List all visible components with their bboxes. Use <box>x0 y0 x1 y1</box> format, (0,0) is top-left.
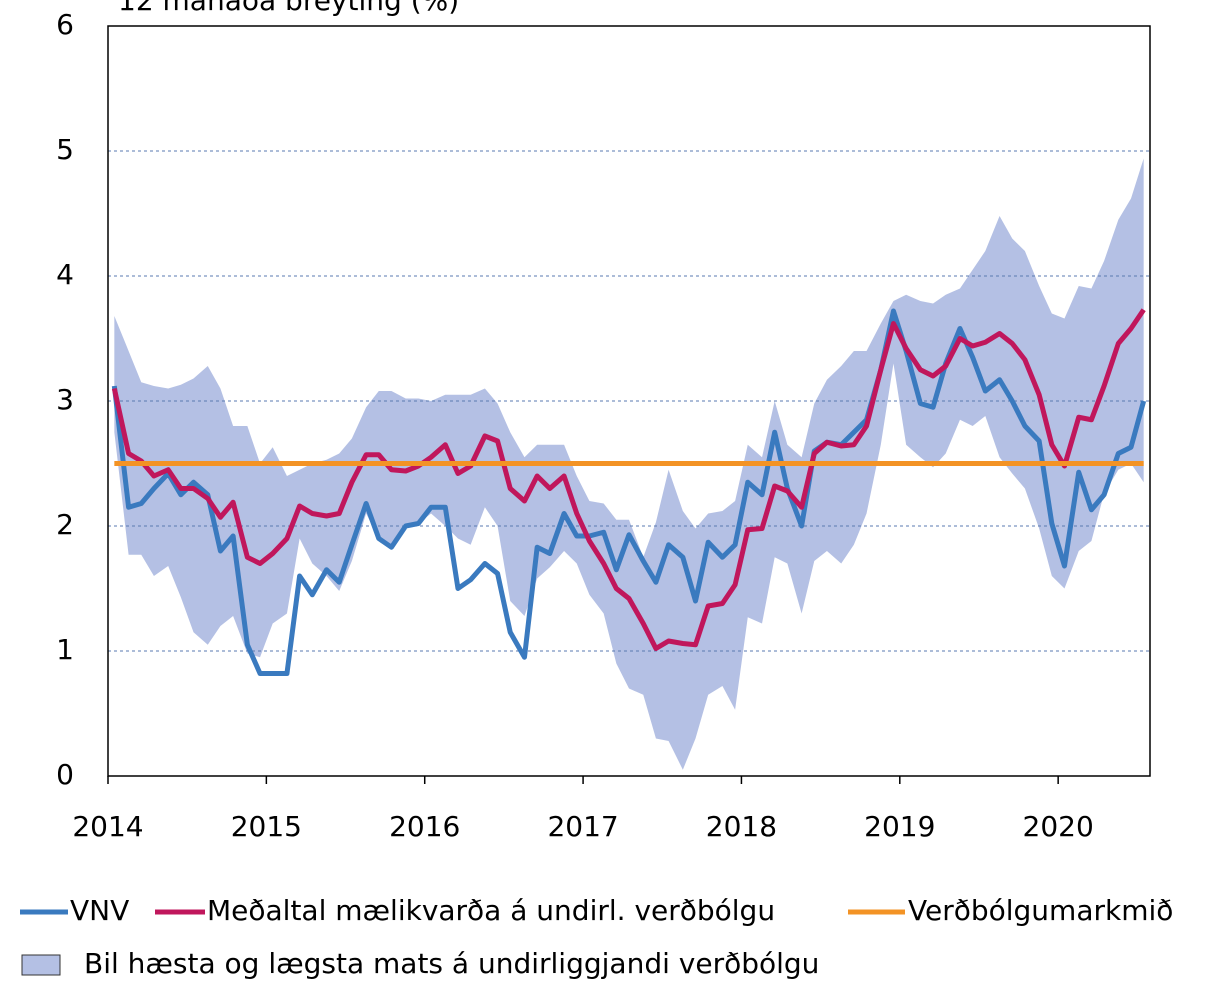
legend-label: Bil hæsta og lægsta mats á undirliggjand… <box>84 947 819 980</box>
y-tick-label: 6 <box>56 8 74 41</box>
y-tick-label: 4 <box>56 258 74 291</box>
chart-title: 12 mánaða breyting (%) <box>118 0 459 17</box>
x-tick-label: 2017 <box>547 810 618 843</box>
plot-area <box>108 150 1150 770</box>
legend-label: Verðbólgumarkmið <box>908 894 1173 927</box>
y-tick-label: 2 <box>56 508 74 541</box>
plot-frame <box>107 25 1151 777</box>
y-tick-label: 3 <box>56 383 74 416</box>
series-line <box>111 308 1146 651</box>
y-tick-label: 5 <box>56 133 74 166</box>
legend-swatch <box>21 954 61 976</box>
legend-label: VNV <box>70 894 129 927</box>
x-tick-label: 2015 <box>231 810 302 843</box>
x-tick-label: 2016 <box>389 810 460 843</box>
x-tick-label: 2018 <box>706 810 777 843</box>
x-tick-label: 2019 <box>864 810 935 843</box>
y-tick-label: 0 <box>56 758 74 791</box>
y-tick-label: 1 <box>56 633 74 666</box>
legend: VNV Meðaltal mælikvarða á undirl. verðbó… <box>20 894 1173 980</box>
series-line <box>111 308 1147 676</box>
legend-label: Meðaltal mælikvarða á undirl. verðbólgu <box>207 894 775 927</box>
x-tick-label: 2014 <box>72 810 143 843</box>
x-tick-label: 2020 <box>1023 810 1094 843</box>
